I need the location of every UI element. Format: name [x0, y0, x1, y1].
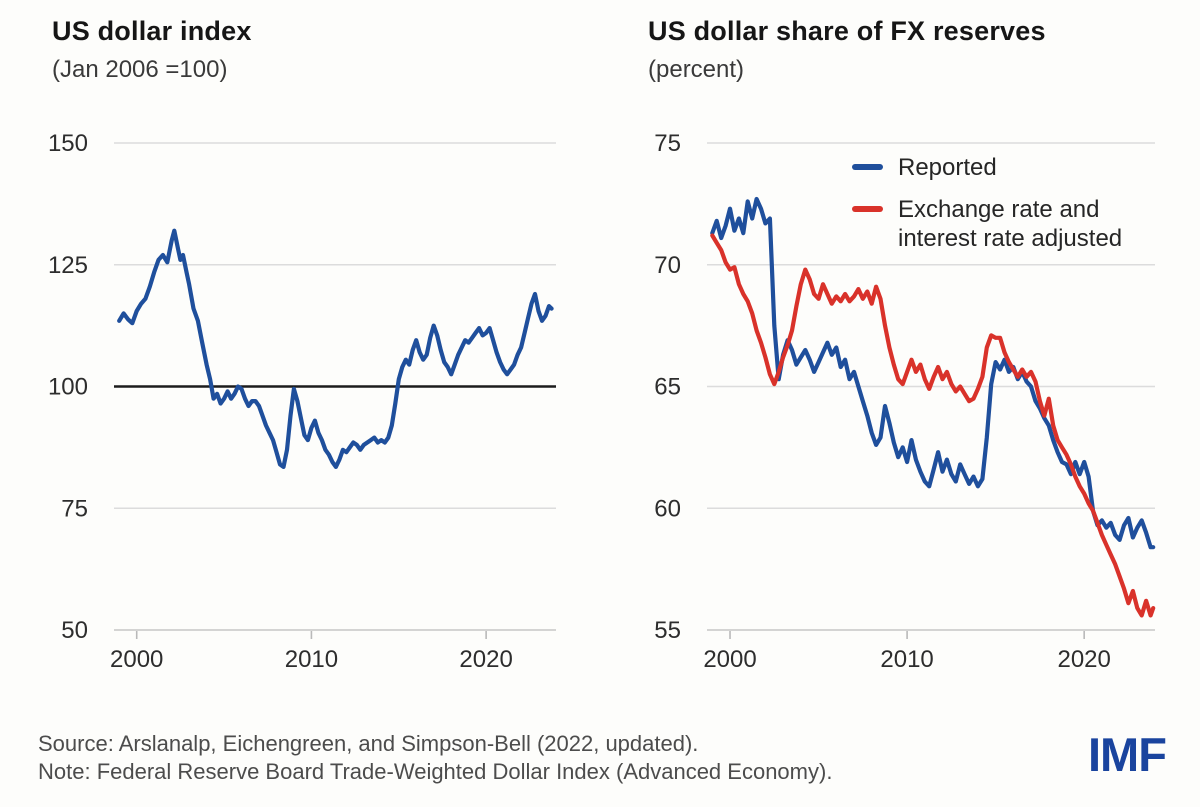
legend-row-adjusted: Exchange rate and interest rate adjusted — [852, 196, 1170, 254]
y-tick-label: 50 — [61, 617, 88, 644]
index-note: Note: Federal Reserve Board Trade-Weight… — [38, 759, 833, 784]
y-tick-label: 55 — [654, 617, 681, 644]
right-chart-title: US dollar share of FX reserves — [648, 16, 1046, 46]
legend-swatch-adjusted-icon — [852, 205, 883, 212]
left-chart-title: US dollar index — [52, 16, 252, 46]
y-tick-label: 60 — [654, 495, 681, 522]
x-tick-label: 2020 — [1057, 646, 1110, 673]
legend-label-adjusted: Exchange rate and interest rate adjusted — [898, 195, 1123, 252]
y-tick-label: 125 — [48, 252, 88, 279]
x-tick-label: 2000 — [110, 646, 163, 673]
imf-logo: IMF — [1088, 728, 1167, 781]
legend: Reported Exchange rate and interest rate… — [852, 154, 1170, 266]
series-line-adjusted — [710, 233, 1156, 618]
right-chart-subtitle: (percent) — [648, 56, 745, 83]
x-tick-label: 2010 — [285, 646, 338, 673]
source-note: Source: Arslanalp, Eichengreen, and Simp… — [38, 731, 699, 756]
series-line-dollar-index — [117, 228, 554, 469]
legend-swatch-reported-icon — [852, 164, 883, 170]
left-chart-subtitle: (Jan 2006 =100) — [52, 56, 228, 83]
x-tick-label: 2020 — [459, 646, 512, 673]
x-tick-label: 2010 — [880, 646, 933, 673]
x-tick-label: 2000 — [703, 646, 756, 673]
y-tick-label: 150 — [48, 130, 88, 157]
y-tick-label: 75 — [654, 130, 681, 157]
y-tick-label: 65 — [654, 374, 681, 401]
y-tick-label: 70 — [654, 252, 681, 279]
y-tick-label: 75 — [61, 495, 88, 522]
y-tick-label: 100 — [48, 374, 88, 401]
legend-label-reported: Reported — [898, 154, 997, 181]
legend-row-reported: Reported — [852, 154, 1170, 183]
